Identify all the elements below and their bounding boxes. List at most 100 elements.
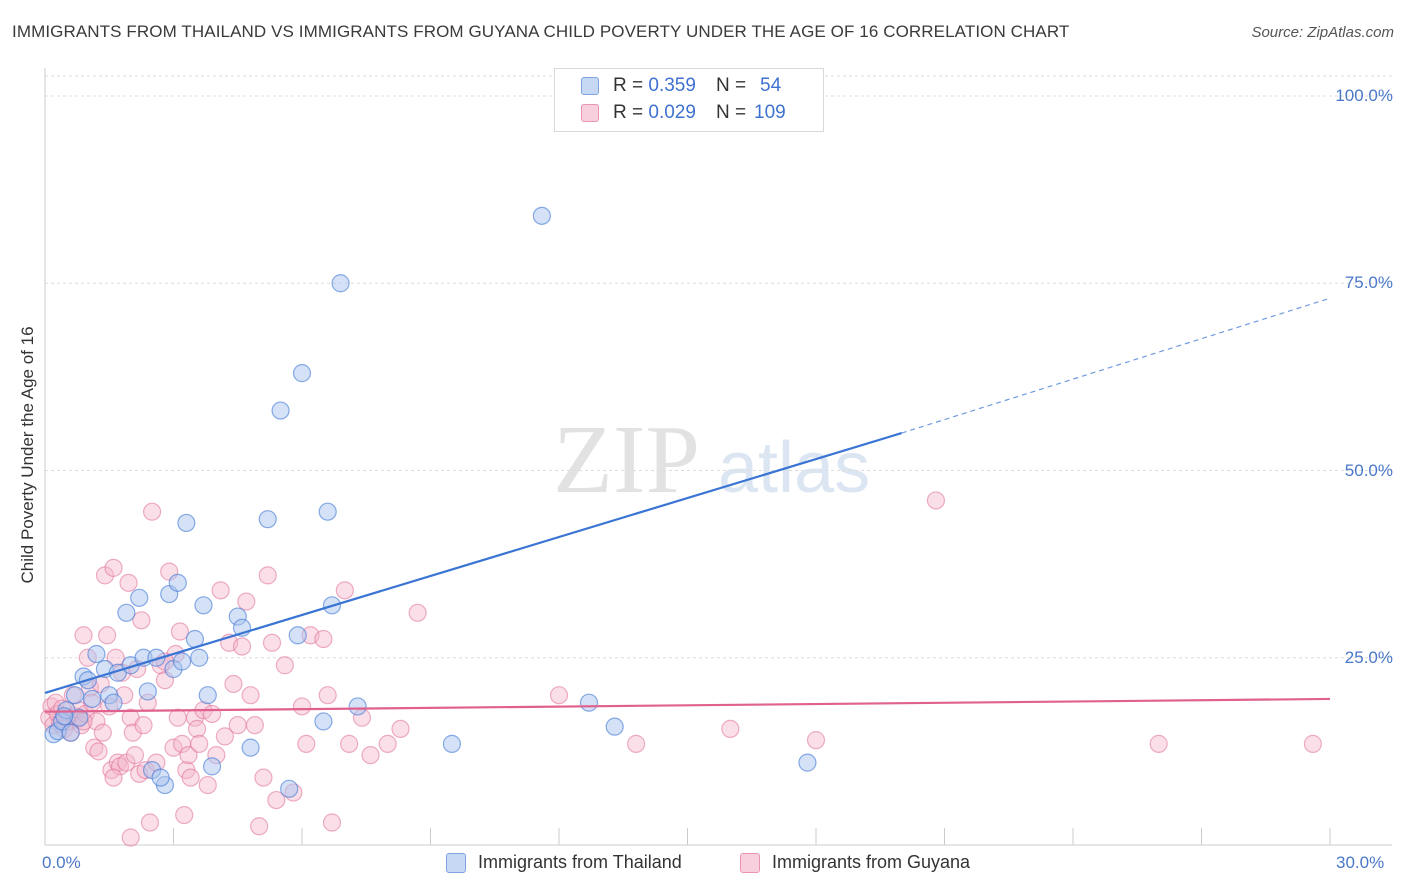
thailand-point bbox=[83, 689, 102, 709]
thailand-point bbox=[117, 603, 136, 622]
guyana-point bbox=[292, 697, 312, 716]
guyana-point bbox=[123, 723, 142, 742]
guyana-point bbox=[361, 746, 380, 765]
guyana-point bbox=[267, 790, 286, 810]
thailand-point bbox=[318, 502, 337, 521]
guyana-point bbox=[87, 712, 106, 731]
thailand-point bbox=[87, 644, 106, 664]
thailand-point bbox=[442, 734, 462, 753]
legend-item-guyana: Immigrants from Guyana bbox=[740, 852, 970, 873]
legend-item-thailand: Immigrants from Thailand bbox=[446, 852, 682, 873]
guyana-point bbox=[179, 746, 198, 765]
axes bbox=[44, 68, 1392, 846]
thailand-swatch bbox=[446, 852, 466, 873]
thailand-point bbox=[348, 697, 367, 716]
thailand-point bbox=[130, 588, 149, 607]
thailand-point bbox=[65, 686, 85, 705]
guyana-point bbox=[1303, 734, 1322, 753]
guyana-point bbox=[119, 573, 138, 592]
x-tick-min: 0.0% bbox=[42, 853, 81, 872]
thailand-point bbox=[190, 648, 209, 667]
thailand-swatch bbox=[581, 77, 599, 95]
guyana-point bbox=[89, 742, 108, 761]
thailand-point bbox=[798, 753, 817, 772]
legend-r-label: R = bbox=[613, 75, 644, 96]
thailand-point bbox=[314, 712, 333, 731]
guyana-point bbox=[721, 719, 740, 739]
thailand-point bbox=[61, 723, 80, 742]
guyana-point bbox=[134, 716, 153, 735]
thailand-point bbox=[579, 693, 599, 712]
guyana-point bbox=[378, 734, 397, 753]
guyana-point bbox=[335, 581, 354, 600]
guyana-point bbox=[187, 719, 207, 739]
guyana-point bbox=[93, 723, 112, 742]
trend-lines bbox=[44, 297, 1331, 713]
thailand-point bbox=[241, 738, 260, 757]
y-tick-label: 50.0% bbox=[1344, 460, 1393, 480]
guyana-point bbox=[549, 686, 569, 705]
gridlines bbox=[45, 75, 1392, 659]
x-tick-max: 30.0% bbox=[1336, 853, 1385, 872]
guyana-swatch bbox=[740, 852, 760, 873]
legend-r-value: 0.029 bbox=[648, 102, 696, 123]
guyana-point bbox=[926, 491, 946, 510]
legend-r-label: R = bbox=[613, 102, 644, 123]
thailand-point bbox=[331, 274, 350, 293]
guyana-point bbox=[297, 734, 316, 753]
guyana-point bbox=[262, 633, 282, 652]
guyana-point bbox=[168, 708, 187, 727]
guyana-point bbox=[245, 716, 264, 735]
guyana-point bbox=[258, 566, 277, 585]
guyana-point bbox=[228, 716, 247, 735]
source-label: Source: ZipAtlas.com bbox=[1251, 24, 1394, 41]
guyana-point bbox=[254, 768, 273, 787]
guyana-point bbox=[275, 656, 294, 675]
chart-title: IMMIGRANTS FROM THAILAND VS IMMIGRANTS F… bbox=[12, 22, 1070, 41]
guyana-point bbox=[322, 813, 342, 832]
thailand-point bbox=[258, 510, 277, 529]
legend-r-value: 0.359 bbox=[648, 75, 696, 96]
guyana-point bbox=[142, 502, 162, 521]
thailand-point bbox=[177, 513, 196, 533]
guyana-point bbox=[232, 637, 252, 656]
guyana-point bbox=[190, 734, 209, 753]
legend-n-label: N = bbox=[715, 75, 747, 96]
guyana-point bbox=[340, 734, 359, 753]
guyana-point bbox=[104, 768, 123, 787]
stats-legend: R = 0.359 N = 54 R = 0.029 N = 109 bbox=[554, 68, 824, 132]
y-tick-label: 100.0% bbox=[1335, 86, 1393, 105]
guyana-point bbox=[318, 686, 337, 705]
guyana-point bbox=[175, 805, 194, 825]
legend-label-guyana: Immigrants from Guyana bbox=[772, 852, 971, 872]
thailand-point bbox=[194, 596, 213, 615]
series-legend: Immigrants from Thailand Immigrants from… bbox=[0, 852, 1406, 876]
guyana-point bbox=[391, 719, 410, 739]
guyana-point bbox=[202, 704, 222, 724]
guyana-point bbox=[98, 626, 117, 645]
guyana-trend-line bbox=[44, 697, 1331, 713]
guyana-point bbox=[408, 603, 427, 622]
thailand-point bbox=[168, 573, 187, 592]
guyana-point bbox=[224, 674, 243, 694]
thailand-point bbox=[288, 626, 307, 645]
thailand-points bbox=[44, 98, 817, 798]
guyana-point bbox=[74, 626, 93, 645]
thailand-point bbox=[198, 686, 217, 705]
thailand-point bbox=[138, 682, 157, 701]
legend-n-label: N = bbox=[715, 102, 747, 123]
thailand-point bbox=[202, 757, 222, 776]
guyana-point bbox=[132, 611, 151, 630]
y-tick-label: 25.0% bbox=[1344, 647, 1393, 667]
thailand-trend-extension bbox=[901, 297, 1331, 434]
guyana-point bbox=[198, 775, 217, 795]
guyana-point bbox=[237, 592, 256, 611]
thailand-point bbox=[172, 652, 192, 671]
thailand-point bbox=[280, 779, 299, 798]
guyana-point bbox=[125, 746, 145, 765]
thailand-point bbox=[104, 693, 123, 712]
guyana-point bbox=[314, 629, 333, 649]
guyana-swatch bbox=[581, 104, 599, 122]
thailand-point bbox=[147, 648, 166, 667]
